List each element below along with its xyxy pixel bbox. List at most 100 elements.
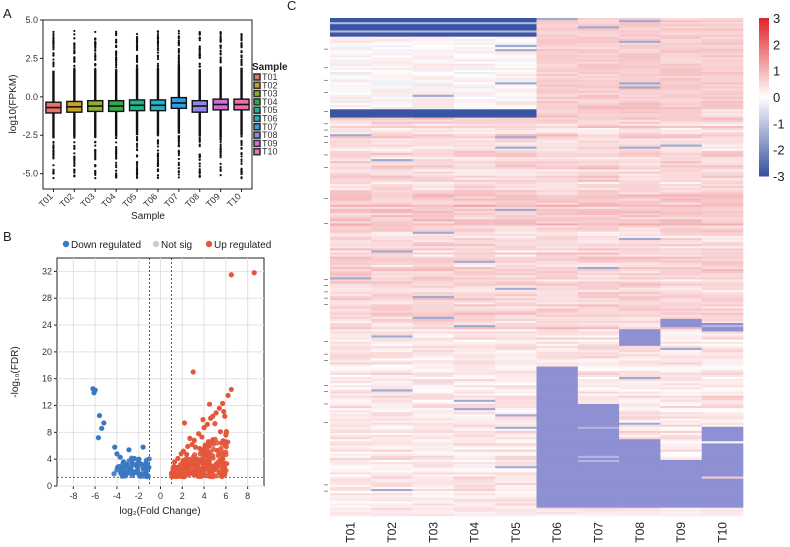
boxplot-outlier (135, 139, 139, 142)
boxplot-outlier (198, 45, 201, 48)
heatmap-cell (330, 482, 372, 486)
heatmap-cell (330, 55, 372, 58)
heatmap-cell (701, 96, 744, 100)
heatmap-cell (330, 352, 372, 355)
heatmap-cell (371, 98, 413, 102)
heatmap-cell (495, 250, 537, 253)
heatmap-cell (412, 302, 455, 305)
heatmap-cell (701, 389, 744, 392)
boxplot-outlier (219, 39, 222, 42)
heatmap-cell (330, 296, 372, 299)
heatmap-cell (660, 511, 702, 515)
heatmap-cell (330, 484, 372, 488)
heatmap-cell (577, 501, 620, 504)
heatmap-cell (371, 223, 413, 226)
colorbar-segment (759, 91, 769, 95)
heatmap-cell (619, 468, 661, 471)
heatmap-cell (619, 34, 661, 37)
heatmap-cell (495, 210, 537, 214)
heatmap-cell (660, 65, 702, 69)
heatmap-cell (619, 482, 661, 486)
heatmap-cell (330, 90, 372, 93)
heatmap-cell (660, 389, 702, 392)
heatmap-cell (330, 18, 372, 21)
heatmap-cell (660, 470, 702, 473)
heatmap-cell (619, 84, 661, 87)
colorbar-segment (759, 170, 769, 174)
heatmap-cell (371, 459, 413, 463)
volcano-down-point (135, 467, 141, 473)
heatmap-cell (412, 119, 455, 123)
heatmap-cell (660, 51, 702, 54)
boxplot-outlier (73, 169, 76, 172)
boxplot-legend-swatch (253, 81, 261, 90)
volcano-up-point (214, 440, 220, 446)
heatmap-cell (412, 250, 455, 253)
heatmap-cell (495, 30, 537, 33)
heatmap-cell (660, 88, 702, 91)
boxplot-outlier (198, 49, 201, 53)
heatmap-cell (453, 134, 496, 137)
heatmap-cell (330, 179, 372, 183)
heatmap-cell (412, 385, 455, 388)
heatmap-cell (619, 302, 661, 305)
heatmap-cell (660, 271, 702, 274)
heatmap-cell (371, 38, 413, 42)
heatmap-cell (453, 136, 496, 139)
colorbar-tick-label: 2 (773, 37, 780, 52)
heatmap-cell (701, 192, 744, 195)
heatmap-cell (701, 437, 744, 440)
heatmap-cell (701, 171, 744, 174)
heatmap-cell (495, 329, 537, 332)
heatmap-cell (453, 306, 496, 309)
heatmap-cell (577, 379, 620, 382)
heatmap-cell (412, 55, 455, 58)
heatmap-cell (330, 262, 372, 266)
heatmap-cell (371, 109, 413, 112)
heatmap-cell (701, 26, 744, 29)
heatmap-cell (701, 478, 744, 482)
boxplot-outlier (115, 38, 118, 41)
heatmap-cell (619, 69, 661, 73)
heatmap-cell (371, 252, 413, 255)
heatmap-cell (495, 314, 537, 318)
boxplot-outlier (135, 43, 139, 46)
heatmap-cell (536, 67, 579, 71)
heatmap-cell (330, 354, 372, 357)
heatmap-cell (701, 347, 744, 351)
heatmap-cell (412, 271, 455, 274)
heatmap-cell (660, 459, 702, 463)
heatmap-cell (536, 173, 579, 176)
heatmap-cell (536, 42, 579, 46)
heatmap-cell (371, 449, 413, 452)
heatmap-cell (660, 283, 702, 286)
heatmap-cell (453, 302, 496, 305)
heatmap-cell (577, 36, 620, 40)
heatmap-cell (536, 366, 579, 369)
heatmap-cell (453, 420, 496, 423)
heatmap-cell (619, 115, 661, 118)
heatmap-cell (330, 200, 372, 203)
heatmap-cell (536, 152, 579, 156)
heatmap-cell (412, 223, 455, 226)
boxplot-outlier (135, 54, 139, 57)
heatmap-cell (495, 376, 537, 380)
heatmap-cell (453, 258, 496, 262)
heatmap-cell (701, 219, 744, 222)
heatmap-cell (701, 430, 744, 434)
heatmap-cell (371, 49, 413, 52)
heatmap-cell (412, 267, 455, 270)
heatmap-cell (701, 67, 744, 71)
volcano-up-point (222, 413, 228, 419)
colorbar-segment (759, 46, 769, 51)
heatmap-cell (453, 223, 496, 226)
heatmap-cell (660, 125, 702, 129)
volcano-legend-entry: Not sig (161, 240, 192, 251)
heatmap-cell (536, 406, 579, 409)
boxplot-outlier (177, 50, 180, 53)
boxplot-outlier (198, 32, 201, 36)
heatmap-cell (577, 219, 620, 222)
heatmap-cell (660, 136, 702, 139)
heatmap-cell (577, 462, 620, 465)
heatmap-cell (536, 175, 579, 179)
